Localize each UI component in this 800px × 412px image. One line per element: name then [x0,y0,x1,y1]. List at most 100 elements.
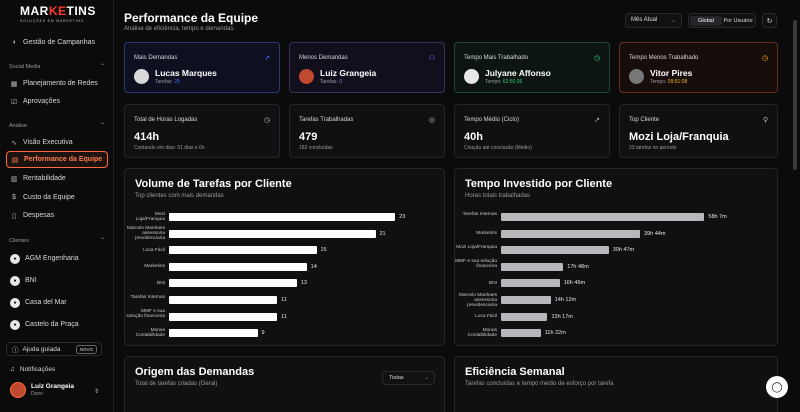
origem-filter-select[interactable]: Todas ⌄ [382,371,435,385]
check-circle-icon: ◎ [428,117,435,124]
main-content: Performance da Equipe Análise de eficiên… [114,0,800,412]
bar-value-label: 11 [281,313,287,320]
bar-category-label: MMF e sua solução financeira [126,309,165,320]
bar-value-label: 30h 47m [612,247,635,254]
guided-help-button[interactable]: ⓘ Ajuda guiada NOVO [6,342,102,356]
sidebar-client-casa-del-mar[interactable]: ● Casa del Mar [6,294,108,311]
chevron-up-icon[interactable]: ⌃ [99,123,105,129]
chevron-up-icon[interactable]: ⌃ [99,64,105,70]
bar-row: BNI 16h 46m [455,279,775,288]
page-title: Performance da Equipe [124,11,259,25]
bar-value-label: 17h 48m [567,263,589,270]
bar-value-label: 13 [300,280,307,287]
chart-volume-tarefas: Volume de Tarefas por Cliente Top client… [124,168,445,346]
sidebar-item-gestao-campanhas[interactable]: ◖ Gestão de Campanhas [11,39,95,46]
stat-tarefas-trabalhadas: Tarefas Trabalhadas ◎ 479 182 concluídas [289,104,445,158]
bar-row: Tarefas Internas 11 [125,295,445,305]
client-avatar-icon: ● [10,297,20,308]
section-clientes: Clientes [9,238,29,244]
bar-category-label: Marketins [476,231,497,237]
bar[interactable] [501,229,641,238]
new-badge: NOVO [75,345,97,354]
bar-category-label: Tarefas Internas [462,212,497,217]
bar[interactable] [169,262,307,271]
bar[interactable] [169,246,317,255]
bar-row: Marcelo Manhaes assessoria previdenciari… [125,226,445,241]
bar-row: Morais Contabilidade 9 [125,328,445,338]
period-select[interactable]: Mês Atual ⌄ [625,13,682,28]
bar-category-label: Loca Fácil [475,314,497,320]
bar[interactable] [501,312,548,321]
sidebar-item-despesas[interactable]: ▯ Despesas [6,207,108,224]
bar-category-label: Marcelo Manhaes assessoria previdenciari… [458,292,497,308]
chevron-down-icon: ⌄ [424,375,429,381]
receipt-icon: ▯ [12,212,16,220]
notifications-link[interactable]: ♫ Notificações [10,366,56,373]
bar-value-label: 13h 17m [551,313,573,320]
bar-value-label: 15 [320,247,327,254]
bar-value-label: 11 [281,297,287,303]
sidebar-item-performance-equipe[interactable]: ▤ Performance da Equipe [6,151,108,168]
avatar [134,69,149,84]
chat-button[interactable]: ◯ [766,376,788,398]
clock-icon: ◷ [593,55,600,62]
brand-logo[interactable]: MARKETINS SOLUÇÕES EM MARKETING [20,4,96,23]
chevron-updown-icon[interactable]: ⇕ [94,389,100,395]
chart-tempo-investido: Tempo Investido por Cliente Horas totais… [454,168,778,346]
sidebar-item-rentabilidade[interactable]: ▥ Rentabilidade [10,175,66,183]
sidebar-item-planejamento-redes[interactable]: ▦ Planejamento de Redes [10,80,98,88]
bar[interactable] [501,329,541,338]
check-square-icon: ☑ [10,98,18,106]
sidebar-client-castelo-praca[interactable]: ● Castelo da Praça [6,316,108,333]
stat-tempo-medio: Tempo Médio (Ciclo) ↗ 40h Criação até co… [454,104,610,158]
sidebar-item-custo-equipe[interactable]: $ Custo da Equipe [6,189,108,206]
chevron-up-icon[interactable]: ⌃ [99,238,105,244]
sidebar-client-bni[interactable]: ● BNI [6,272,108,289]
bar-value-label: 21 [379,230,386,237]
bar[interactable] [169,312,278,321]
user-menu[interactable]: Luiz Grangeia Dono [10,382,74,398]
sidebar-item-aprovacoes[interactable]: ☑ Aprovações [10,98,60,106]
chart-icon: ▤ [11,156,19,164]
bar[interactable] [501,262,564,271]
help-icon: ⓘ [12,347,19,354]
avatar [629,69,644,84]
section-social-media: Social Media [9,64,41,70]
bar[interactable] [501,279,560,288]
bar-value-label: 58h 7m [708,214,727,220]
toggle-por-usuario[interactable]: Por Usuário [723,17,753,24]
refresh-button[interactable]: ↻ [762,13,777,28]
bar-row: Marcelo Manhaes assessoria previdenciari… [455,292,775,308]
sidebar-client-agm[interactable]: ● AGM Engenharia [6,250,108,267]
bar[interactable] [169,329,258,338]
bar[interactable] [501,213,705,221]
bar[interactable] [169,279,297,288]
avatar [10,382,26,398]
bar[interactable] [169,296,278,304]
trend-up-icon: ↗ [594,117,600,124]
scrollbar-track[interactable] [790,0,800,412]
section-analise: Análise [9,123,28,129]
bar[interactable] [501,246,609,255]
bar[interactable] [501,296,551,304]
sidebar: MARKETINS SOLUÇÕES EM MARKETING ◖ Gestão… [0,0,114,412]
card-eficiencia-semanal: Eficiência Semanal Tarefas concluídas e … [454,356,778,412]
client-avatar-icon: ● [10,275,20,286]
bar-category-label: Loca Fácil [143,247,165,253]
bar-value-label: 23 [399,214,406,220]
sidebar-item-visao-executiva[interactable]: ∿ Visão Executiva [11,139,73,147]
chart-bars-icon: ▥ [10,175,18,183]
scrollbar-thumb[interactable] [793,20,797,170]
bell-icon: ♫ [10,366,15,373]
bar[interactable] [169,213,396,221]
client-avatar-icon: ● [10,319,20,330]
user-icon: ⚲ [762,117,768,124]
toggle-global[interactable]: Global [690,15,722,26]
bar-category-label: Morais Contabilidade [467,328,497,339]
card-menos-demandas: Menos Demandas ⚇ Luiz Grangeia Tarefas: … [289,42,445,93]
bar-category-label: BNI [489,280,497,286]
bar[interactable] [169,229,376,238]
bar-row: Loca Fácil 13h 17m [455,312,775,322]
clock-icon: ◷ [761,55,768,62]
